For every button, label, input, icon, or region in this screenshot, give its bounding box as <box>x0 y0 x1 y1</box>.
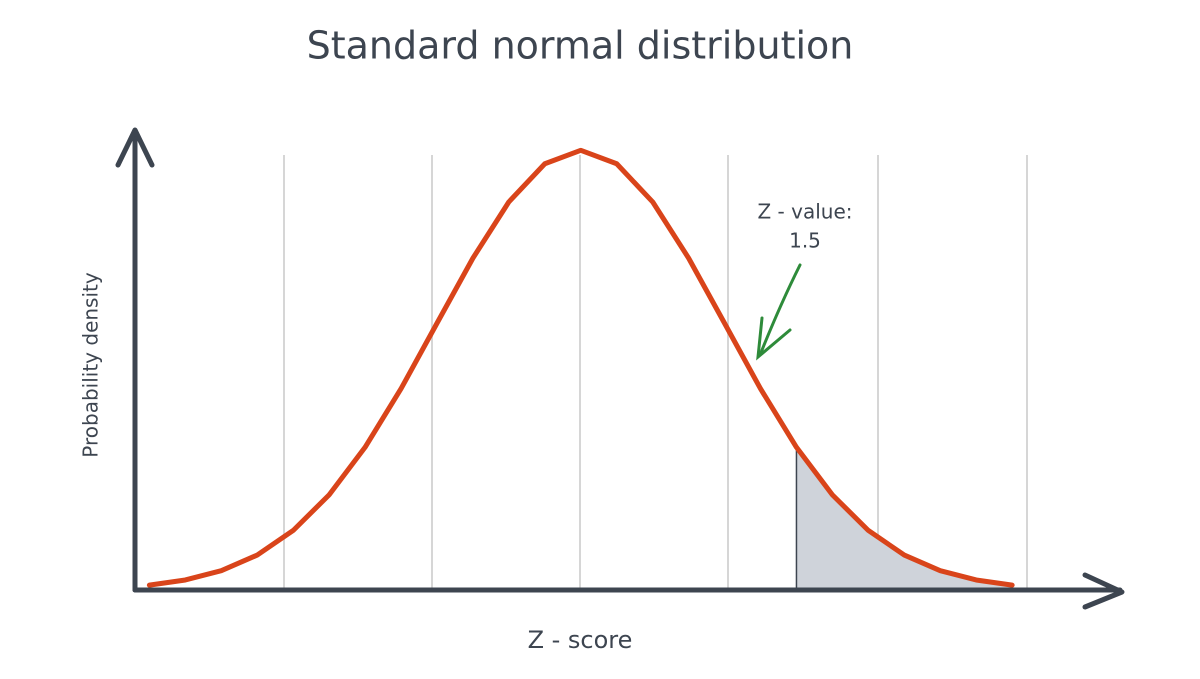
grid <box>283 155 1028 590</box>
shaded-area <box>795 445 1013 591</box>
axes <box>115 127 1125 610</box>
y-axis-label: Probability density <box>79 272 103 458</box>
x-axis-label: Z - score <box>528 626 633 654</box>
x-axis-arrow <box>1082 572 1125 610</box>
arrow-shaft <box>758 263 802 357</box>
annotation: Z - value: <box>758 200 853 224</box>
y-axis-arrow <box>115 127 155 168</box>
chart-title: Standard normal distribution <box>307 24 854 68</box>
annotation-value: 1.5 <box>789 229 821 253</box>
annotation-arrow <box>756 263 802 361</box>
curve <box>146 147 1015 588</box>
arrow-head <box>756 316 792 361</box>
